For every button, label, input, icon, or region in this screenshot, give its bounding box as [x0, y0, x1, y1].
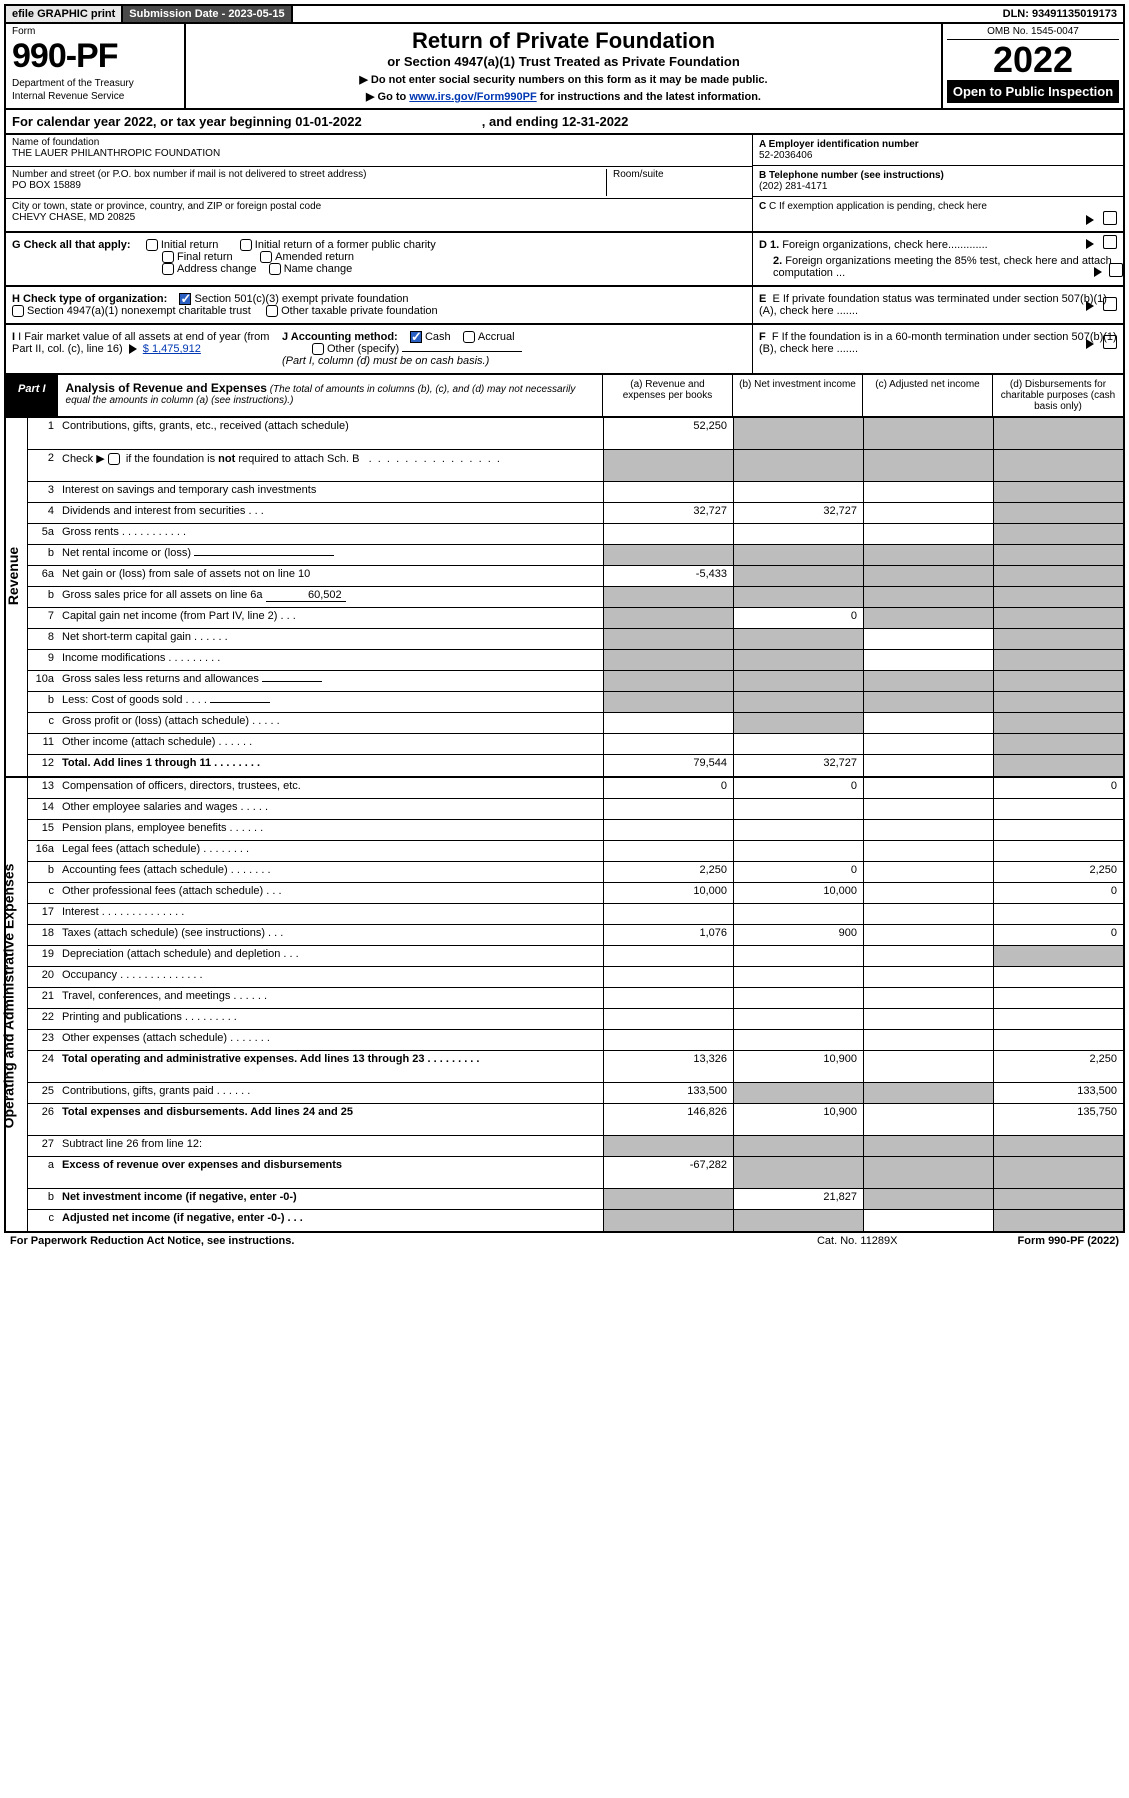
- exemption-pending-label: C If exemption application is pending, c…: [769, 201, 987, 212]
- arrow-icon: [1086, 239, 1094, 249]
- chk-name-change[interactable]: [269, 263, 281, 275]
- j-label: J Accounting method:: [282, 331, 398, 343]
- fmv-value[interactable]: $ 1,475,912: [143, 343, 201, 355]
- form-number: 990-PF: [12, 37, 178, 76]
- arrow-icon: [129, 344, 137, 354]
- col-a-header: (a) Revenue and expenses per books: [603, 375, 733, 416]
- dept-treasury: Department of the Treasury: [12, 78, 178, 89]
- street-value: PO BOX 15889: [12, 180, 606, 191]
- h-label: H Check type of organization:: [12, 293, 167, 305]
- arrow-icon: [1086, 301, 1094, 311]
- omb-number: OMB No. 1545-0047: [947, 26, 1119, 40]
- j-note: (Part I, column (d) must be on cash basi…: [282, 355, 489, 367]
- expenses-side-label: Operating and Administrative Expenses: [0, 864, 16, 1129]
- d1-label: Foreign organizations, check here.......…: [782, 239, 987, 251]
- chk-501c3[interactable]: [179, 293, 191, 305]
- chk-amended-return[interactable]: [260, 251, 272, 263]
- expenses-table: Operating and Administrative Expenses 13…: [4, 778, 1125, 1233]
- d1-checkbox[interactable]: [1103, 235, 1117, 249]
- revenue-side-label: Revenue: [5, 547, 21, 605]
- open-to-public: Open to Public Inspection: [947, 80, 1119, 103]
- efile-print-button[interactable]: efile GRAPHIC print: [6, 6, 123, 22]
- page-footer: For Paperwork Reduction Act Notice, see …: [4, 1233, 1125, 1249]
- section-h-e: H Check type of organization: Section 50…: [4, 287, 1125, 325]
- arrow-icon: [1094, 267, 1102, 277]
- part1-title: Analysis of Revenue and Expenses: [66, 381, 267, 395]
- g-label: G Check all that apply:: [12, 239, 131, 251]
- dln-label: DLN: 93491135019173: [997, 6, 1123, 22]
- arrow-icon: [1086, 339, 1094, 349]
- instr-goto: ▶ Go to www.irs.gov/Form990PF for instru…: [196, 90, 931, 103]
- d2-label: Foreign organizations meeting the 85% te…: [773, 255, 1112, 279]
- cal-year-end: , and ending 12-31-2022: [482, 114, 629, 129]
- tax-year: 2022: [947, 42, 1119, 78]
- foundation-name-label: Name of foundation: [12, 137, 746, 148]
- section-g-d: G Check all that apply: Initial return I…: [4, 233, 1125, 287]
- ein-value: 52-2036406: [759, 150, 812, 161]
- d2-checkbox[interactable]: [1109, 263, 1123, 277]
- e-checkbox[interactable]: [1103, 297, 1117, 311]
- form-title: Return of Private Foundation: [196, 28, 931, 54]
- chk-initial-return[interactable]: [146, 239, 158, 251]
- submission-date: Submission Date - 2023-05-15: [123, 6, 292, 22]
- pra-notice: For Paperwork Reduction Act Notice, see …: [10, 1235, 294, 1247]
- f-checkbox[interactable]: [1103, 335, 1117, 349]
- chk-initial-former[interactable]: [240, 239, 252, 251]
- col-c-header: (c) Adjusted net income: [863, 375, 993, 416]
- street-label: Number and street (or P.O. box number if…: [12, 169, 606, 180]
- chk-other-method[interactable]: [312, 343, 324, 355]
- phone-label: B Telephone number (see instructions): [759, 170, 944, 181]
- phone-value: (202) 281-4171: [759, 181, 827, 192]
- room-suite-label: Room/suite: [613, 169, 746, 180]
- form-ref: Form 990-PF (2022): [1018, 1235, 1120, 1247]
- col-b-header: (b) Net investment income: [733, 375, 863, 416]
- chk-cash[interactable]: [410, 331, 422, 343]
- city-value: CHEVY CHASE, MD 20825: [12, 212, 746, 223]
- e-label: E If private foundation status was termi…: [759, 293, 1107, 317]
- entity-info: Name of foundation THE LAUER PHILANTHROP…: [4, 135, 1125, 233]
- top-bar: efile GRAPHIC print Submission Date - 20…: [4, 4, 1125, 24]
- cal-year-begin: For calendar year 2022, or tax year begi…: [12, 114, 362, 129]
- arrow-icon: [1086, 215, 1094, 225]
- foundation-name: THE LAUER PHILANTHROPIC FOUNDATION: [12, 148, 746, 159]
- city-label: City or town, state or province, country…: [12, 201, 746, 212]
- i-label: I Fair market value of all assets at end…: [12, 331, 269, 355]
- part1-label: Part I: [6, 375, 58, 416]
- part1-header: Part I Analysis of Revenue and Expenses …: [4, 375, 1125, 418]
- catalog-number: Cat. No. 11289X: [817, 1235, 898, 1247]
- revenue-table: Revenue 1Contributions, gifts, grants, e…: [4, 418, 1125, 778]
- irs-link[interactable]: www.irs.gov/Form990PF: [409, 91, 536, 103]
- chk-address-change[interactable]: [162, 263, 174, 275]
- chk-4947[interactable]: [12, 305, 24, 317]
- col-d-header: (d) Disbursements for charitable purpose…: [993, 375, 1123, 416]
- ein-label: A Employer identification number: [759, 139, 919, 150]
- section-i-j-f: I I Fair market value of all assets at e…: [4, 325, 1125, 375]
- chk-sch-b[interactable]: [108, 453, 120, 465]
- calendar-year-row: For calendar year 2022, or tax year begi…: [4, 110, 1125, 135]
- form-subtitle: or Section 4947(a)(1) Trust Treated as P…: [196, 54, 931, 69]
- f-label: F If the foundation is in a 60-month ter…: [759, 331, 1117, 355]
- form-header: Form 990-PF Department of the Treasury I…: [4, 24, 1125, 110]
- irs-label: Internal Revenue Service: [12, 91, 178, 102]
- chk-accrual[interactable]: [463, 331, 475, 343]
- form-label: Form: [12, 26, 178, 37]
- instr-no-ssn: ▶ Do not enter social security numbers o…: [196, 73, 931, 86]
- chk-final-return[interactable]: [162, 251, 174, 263]
- chk-other-taxable[interactable]: [266, 305, 278, 317]
- exemption-checkbox[interactable]: [1103, 211, 1117, 225]
